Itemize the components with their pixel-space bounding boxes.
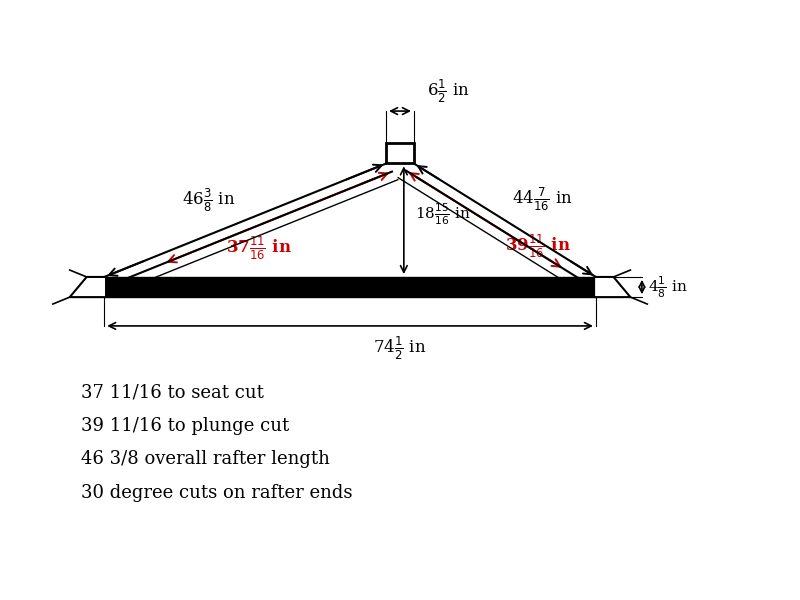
Text: 46$\frac{3}{8}$ in: 46$\frac{3}{8}$ in — [182, 187, 236, 214]
Polygon shape — [70, 277, 104, 297]
Text: 37$\frac{11}{16}$ in: 37$\frac{11}{16}$ in — [226, 234, 292, 262]
Text: 4$\frac{1}{8}$ in: 4$\frac{1}{8}$ in — [648, 274, 688, 300]
Text: 74$\frac{1}{2}$ in: 74$\frac{1}{2}$ in — [374, 335, 426, 362]
Text: 30 degree cuts on rafter ends: 30 degree cuts on rafter ends — [82, 484, 353, 502]
Text: 46 3/8 overall rafter length: 46 3/8 overall rafter length — [82, 451, 330, 469]
Text: 39$\frac{11}{16}$ in: 39$\frac{11}{16}$ in — [505, 233, 570, 260]
Text: 37 11/16 to seat cut: 37 11/16 to seat cut — [82, 383, 264, 401]
Text: 18$\frac{15}{16}$ in: 18$\frac{15}{16}$ in — [415, 202, 471, 227]
Text: 39 11/16 to plunge cut: 39 11/16 to plunge cut — [82, 417, 290, 435]
Bar — [386, 143, 414, 163]
Polygon shape — [596, 277, 630, 297]
Text: 6$\frac{1}{2}$ in: 6$\frac{1}{2}$ in — [427, 78, 470, 106]
Text: 44$\frac{7}{16}$ in: 44$\frac{7}{16}$ in — [512, 185, 573, 213]
